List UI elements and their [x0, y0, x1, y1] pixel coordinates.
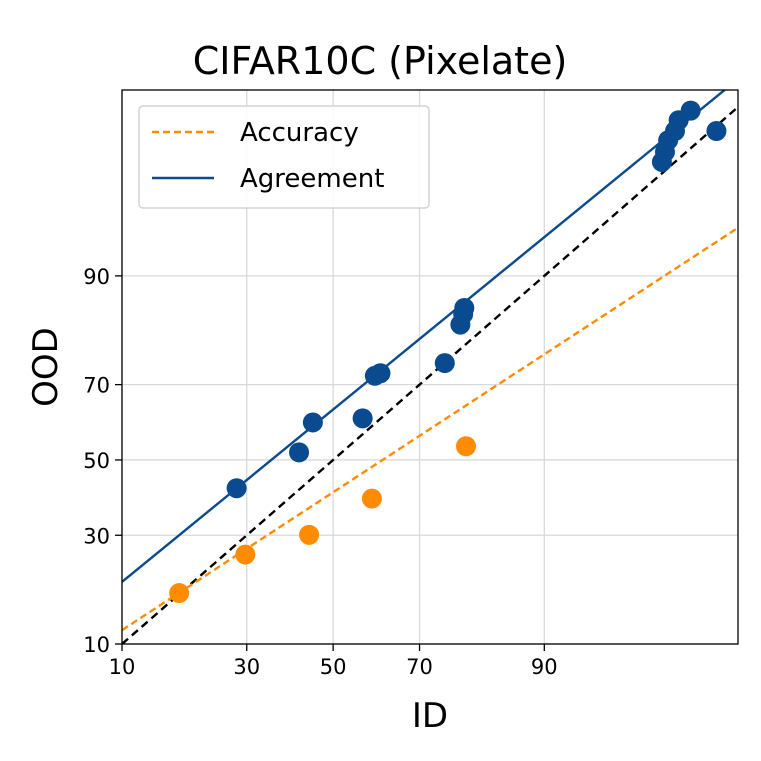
x-tick-label: 70: [406, 655, 433, 679]
legend-accuracy-label: Accuracy: [240, 118, 359, 148]
x-tick-label: 50: [320, 655, 347, 679]
agreement-fit-line: [122, 90, 727, 583]
diagonal-reference-line: [122, 106, 738, 644]
x-axis-label: ID: [412, 696, 448, 736]
agreement-point: [454, 297, 475, 318]
data-points-group: [169, 100, 727, 604]
y-tick-label: 10: [83, 633, 110, 657]
x-tick-label: 10: [109, 655, 136, 679]
agreement-point: [434, 353, 455, 374]
ticks-group: 10 30 50 70 90 10 30 50 70 90: [83, 265, 557, 679]
agreement-point: [352, 408, 373, 429]
legend-agreement-label: Agreement: [240, 164, 384, 194]
agreement-point: [680, 100, 701, 121]
chart-title: CIFAR10C (Pixelate): [193, 39, 568, 83]
plot-frame: [121, 89, 739, 645]
reference-line-group: [122, 106, 738, 644]
x-tick-label: 30: [233, 655, 260, 679]
y-tick-label: 90: [83, 265, 110, 289]
agreement-point: [302, 412, 323, 433]
accuracy-point: [169, 583, 190, 604]
accuracy-point: [456, 436, 477, 457]
y-axis-label: OOD: [26, 327, 66, 407]
y-tick-label: 30: [83, 524, 110, 548]
accuracy-point: [361, 488, 382, 509]
accuracy-point: [235, 544, 256, 565]
agreement-point: [226, 478, 247, 499]
agreement-point: [370, 363, 391, 384]
y-tick-label: 70: [83, 374, 110, 398]
fit-lines-group: [122, 90, 738, 632]
accuracy-fit-line: [122, 226, 738, 632]
agreement-point: [706, 120, 727, 141]
legend: Accuracy Agreement: [138, 105, 430, 209]
x-tick-label: 90: [531, 655, 558, 679]
agreement-point: [289, 442, 310, 463]
y-tick-label: 50: [83, 449, 110, 473]
accuracy-point: [299, 524, 320, 545]
